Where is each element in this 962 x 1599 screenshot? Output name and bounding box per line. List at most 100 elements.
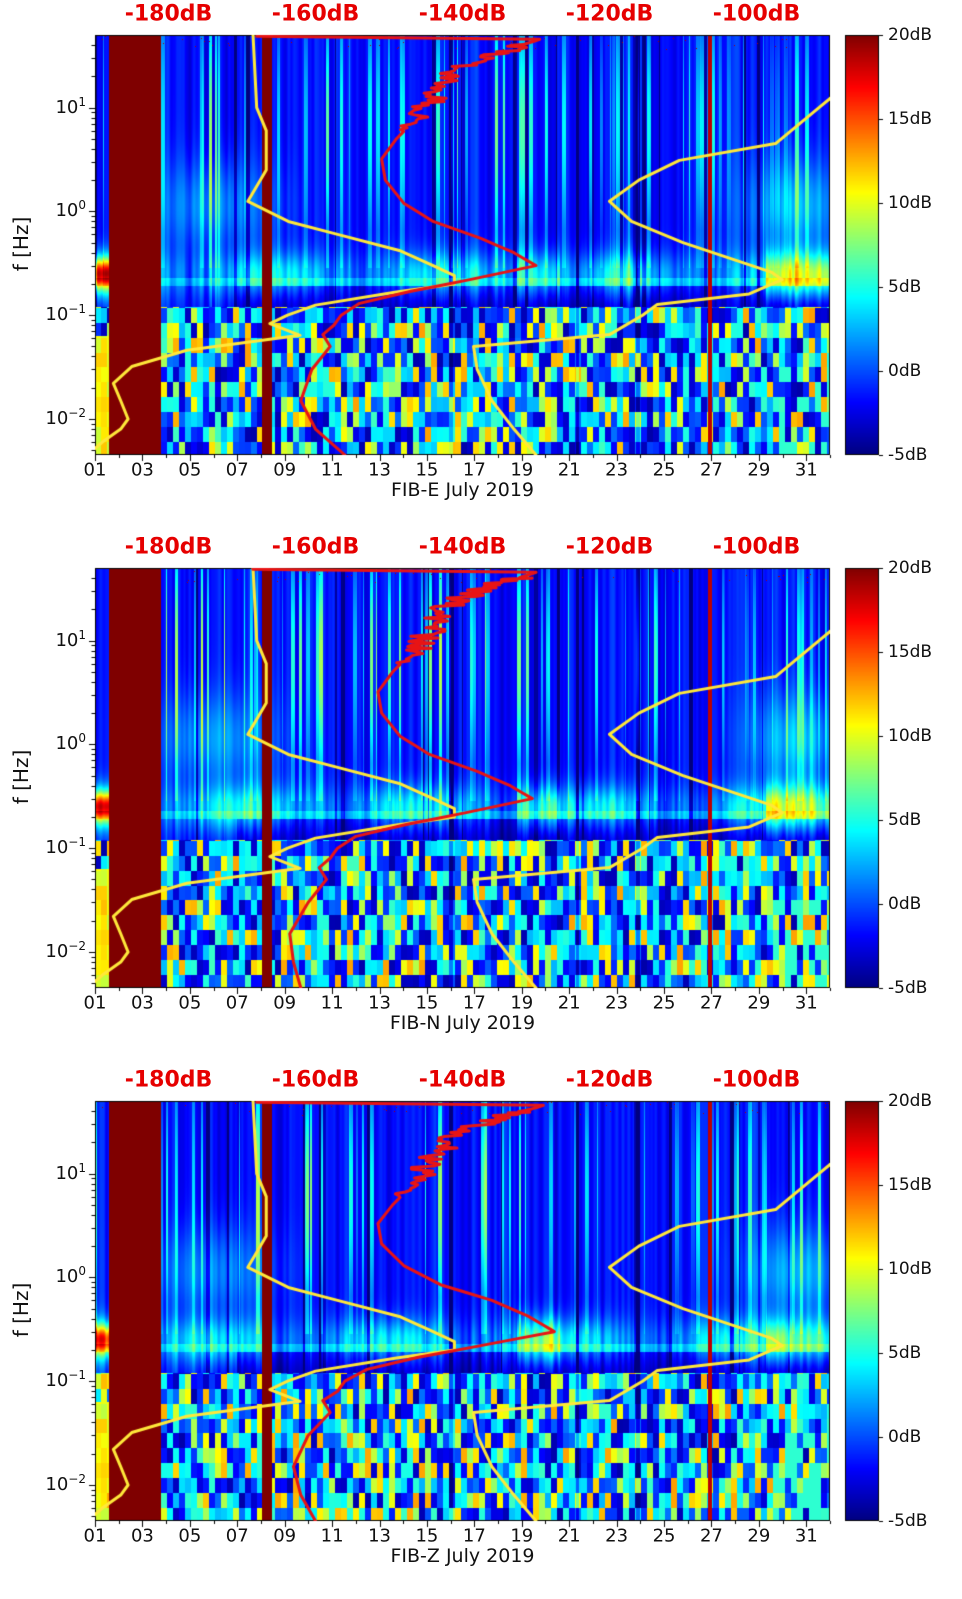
x-tick-label: 09: [273, 1525, 297, 1547]
top-db-tick-label: -100dB: [712, 534, 801, 560]
x-tick-label: 25: [652, 992, 676, 1014]
top-db-tick-label: -140dB: [418, 1067, 507, 1093]
x-tick-label: 05: [178, 1525, 202, 1547]
x-tick-label: 15: [415, 1525, 439, 1547]
x-tick-label: 21: [557, 459, 581, 481]
colorbar-tick-label: 15dB: [888, 1175, 933, 1195]
x-tick-label: 01: [83, 459, 107, 481]
x-tick-label: 13: [368, 459, 391, 481]
x-tick-label: 07: [225, 459, 249, 481]
x-tick-label: 31: [794, 992, 818, 1014]
colorbar-tick-label: 20dB: [888, 558, 933, 578]
y-tick-label: 101: [55, 1160, 86, 1184]
y-axis-title: f [Hz]: [9, 1282, 33, 1338]
top-db-tick-label: -180dB: [124, 534, 213, 560]
spectrogram-canvas-fib-z: [0, 1066, 962, 1599]
top-db-tick-label: -140dB: [418, 534, 507, 560]
colorbar-tick-label: 10dB: [888, 193, 933, 213]
x-tick-label: 31: [794, 1525, 818, 1547]
top-db-tick-label: -140dB: [418, 1, 507, 27]
x-tick-label: 01: [83, 1525, 107, 1547]
y-tick-label: 101: [55, 94, 86, 118]
x-tick-label: 07: [225, 1525, 249, 1547]
x-tick-label: 21: [557, 1525, 581, 1547]
x-tick-label: 09: [273, 992, 297, 1014]
x-tick-label: 03: [130, 992, 154, 1014]
x-tick-label: 17: [462, 992, 486, 1014]
colorbar-tick-label: 10dB: [888, 726, 933, 746]
top-db-tick-label: -160dB: [271, 1067, 360, 1093]
x-tick-label: 29: [747, 459, 771, 481]
x-tick-label: 17: [462, 1525, 486, 1547]
x-axis-title: FIB-N July 2019: [389, 1012, 536, 1034]
spectrogram-canvas-fib-n: [0, 533, 962, 1066]
y-tick-label: 101: [55, 627, 86, 651]
x-axis-title: FIB-E July 2019: [390, 479, 535, 501]
x-tick-label: 05: [178, 992, 202, 1014]
y-tick-label: 10−2: [45, 938, 86, 962]
x-axis-title: FIB-Z July 2019: [390, 1545, 535, 1567]
x-tick-label: 29: [747, 992, 771, 1014]
y-axis-title: f [Hz]: [9, 216, 33, 272]
x-tick-label: 07: [225, 992, 249, 1014]
panel-fib-z: -180dB -160dB -140dB -120dB -100dB 101 100 10−…: [0, 1066, 962, 1599]
y-tick-label: 10−2: [45, 1471, 86, 1495]
top-db-tick-label: -180dB: [124, 1, 213, 27]
top-db-tick-label: -120dB: [565, 1067, 654, 1093]
top-db-tick-label: -100dB: [712, 1, 801, 27]
x-tick-label: 03: [130, 1525, 154, 1547]
x-tick-label: 15: [415, 459, 439, 481]
x-tick-label: 19: [510, 1525, 534, 1547]
top-db-tick-label: -120dB: [565, 534, 654, 560]
panel-fib-e: -180dB -160dB -140dB -120dB -100dB 101 100 10−…: [0, 0, 962, 533]
colorbar-tick-label: 10dB: [888, 1259, 933, 1279]
top-db-tick-label: -120dB: [565, 1, 654, 27]
x-tick-label: 11: [320, 1525, 344, 1547]
top-db-tick-label: -160dB: [271, 1, 360, 27]
x-tick-label: 11: [320, 459, 344, 481]
x-tick-label: 27: [699, 992, 723, 1014]
y-tick-label: 10−1: [45, 1368, 86, 1392]
x-tick-label: 05: [178, 459, 202, 481]
colorbar-tick-label: 5dB: [888, 810, 922, 830]
x-tick-label: 27: [699, 459, 723, 481]
x-tick-label: 23: [605, 459, 629, 481]
colorbar-tick-label: 20dB: [888, 1091, 933, 1111]
x-tick-label: 31: [794, 459, 818, 481]
colorbar-tick-label: 0dB: [888, 361, 922, 381]
x-tick-label: 19: [510, 459, 534, 481]
x-tick-label: 29: [747, 1525, 771, 1547]
x-tick-label: 13: [368, 1525, 391, 1547]
colorbar-tick-label: -5dB: [888, 445, 928, 465]
x-tick-label: 23: [605, 992, 629, 1014]
x-tick-label: 25: [652, 459, 676, 481]
x-tick-label: 03: [130, 459, 154, 481]
x-tick-label: 09: [273, 459, 297, 481]
x-tick-label: 01: [83, 992, 107, 1014]
colorbar-tick-label: -5dB: [888, 978, 928, 998]
x-tick-label: 11: [320, 992, 344, 1014]
spectrogram-canvas-fib-e: [0, 0, 962, 533]
colorbar-tick-label: 15dB: [888, 642, 933, 662]
colorbar-tick-label: -5dB: [888, 1511, 928, 1531]
colorbar-tick-label: 15dB: [888, 109, 933, 129]
x-tick-label: 25: [652, 1525, 676, 1547]
top-db-tick-label: -180dB: [124, 1067, 213, 1093]
x-tick-label: 21: [557, 992, 581, 1014]
x-tick-label: 23: [605, 1525, 629, 1547]
top-db-tick-label: -100dB: [712, 1067, 801, 1093]
y-tick-label: 100: [55, 731, 86, 755]
y-tick-label: 10−1: [45, 835, 86, 859]
y-tick-label: 100: [55, 1264, 86, 1288]
top-db-tick-label: -160dB: [271, 534, 360, 560]
y-tick-label: 10−2: [45, 405, 86, 429]
colorbar-tick-label: 0dB: [888, 894, 922, 914]
y-tick-label: 100: [55, 198, 86, 222]
x-tick-label: 15: [415, 992, 439, 1014]
colorbar-tick-label: 5dB: [888, 277, 922, 297]
x-tick-label: 17: [462, 459, 486, 481]
x-tick-label: 13: [368, 992, 391, 1014]
x-tick-label: 27: [699, 1525, 723, 1547]
y-tick-label: 10−1: [45, 302, 86, 326]
